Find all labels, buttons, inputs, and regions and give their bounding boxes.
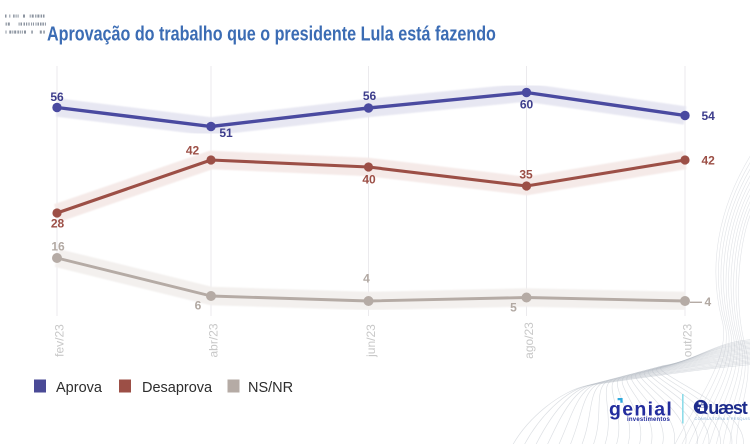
svg-text:28: 28 bbox=[51, 217, 65, 231]
svg-text:genial: genial bbox=[609, 399, 673, 421]
svg-text:fev/23: fev/23 bbox=[53, 324, 67, 357]
svg-text:56: 56 bbox=[50, 90, 64, 104]
svg-text:4: 4 bbox=[705, 295, 712, 309]
svg-text:Aprova: Aprova bbox=[56, 380, 103, 396]
svg-text:CONSULTORIA E PESQUISA: CONSULTORIA E PESQUISA bbox=[695, 417, 750, 421]
svg-text:jun/23: jun/23 bbox=[364, 324, 378, 358]
svg-text:42: 42 bbox=[702, 154, 716, 168]
svg-text:NS/NR: NS/NR bbox=[248, 380, 293, 396]
svg-text:6: 6 bbox=[195, 299, 202, 313]
svg-text:54: 54 bbox=[702, 109, 716, 123]
svg-text:60: 60 bbox=[520, 98, 534, 112]
svg-text:40: 40 bbox=[362, 173, 376, 187]
svg-text:abr/23: abr/23 bbox=[207, 323, 221, 357]
svg-text:ago/23: ago/23 bbox=[522, 322, 536, 359]
svg-text:42: 42 bbox=[186, 144, 200, 158]
svg-text:Aprovação do trabalho que o pr: Aprovação do trabalho que o presidente L… bbox=[47, 23, 496, 45]
svg-text:16: 16 bbox=[51, 240, 65, 254]
svg-text:56: 56 bbox=[363, 89, 377, 103]
svg-text:Desaprova: Desaprova bbox=[142, 380, 213, 396]
svg-text:5: 5 bbox=[510, 301, 517, 315]
svg-text:35: 35 bbox=[519, 168, 533, 182]
svg-text:51: 51 bbox=[219, 126, 233, 140]
svg-text:investimentos: investimentos bbox=[627, 417, 670, 423]
svg-text:4: 4 bbox=[363, 272, 370, 286]
svg-text:out/23: out/23 bbox=[681, 323, 695, 357]
svg-text:uæst: uæst bbox=[708, 398, 747, 418]
